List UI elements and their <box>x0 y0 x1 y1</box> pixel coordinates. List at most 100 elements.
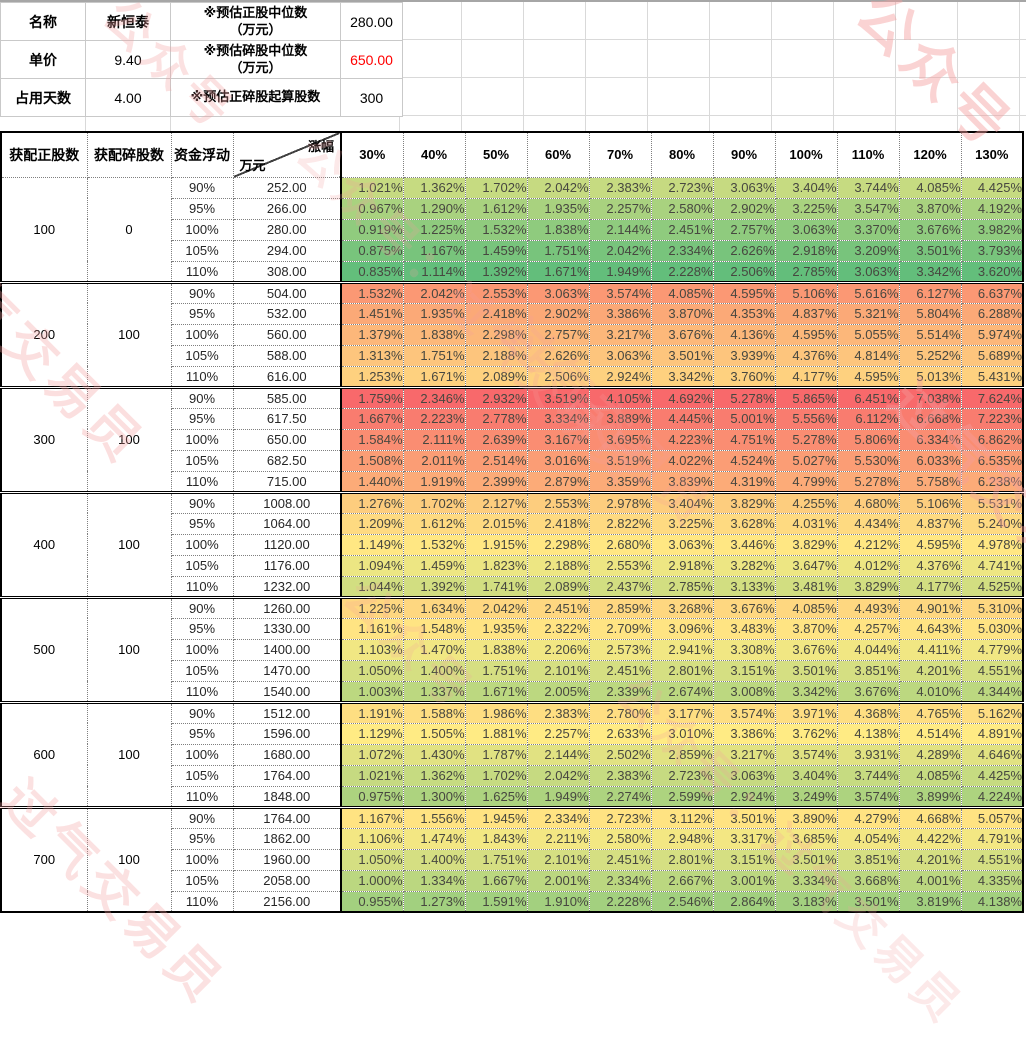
yield-cell[interactable]: 4.891% <box>960 722 1024 745</box>
col-header-gain-40%[interactable]: 40% <box>402 131 466 178</box>
yield-cell[interactable]: 1.702% <box>464 176 528 199</box>
yield-cell[interactable]: 1.612% <box>464 197 528 220</box>
yield-cell[interactable]: 6.668% <box>898 407 962 430</box>
yield-cell[interactable]: 6.112% <box>836 407 900 430</box>
yield-cell[interactable]: 3.982% <box>960 218 1024 241</box>
yield-cell[interactable]: 2.822% <box>588 512 652 535</box>
yield-cell[interactable]: 3.217% <box>712 743 776 766</box>
yield-cell[interactable]: 4.595% <box>898 533 962 556</box>
yield-cell[interactable]: 2.089% <box>464 365 528 388</box>
yield-cell[interactable]: 1.337% <box>402 680 466 703</box>
float-amount-cell[interactable]: 2058.00 <box>232 869 342 892</box>
yield-cell[interactable]: 1.149% <box>340 533 404 556</box>
yield-cell[interactable]: 0.875% <box>340 239 404 262</box>
yield-cell[interactable]: 3.676% <box>774 638 838 661</box>
yield-cell[interactable]: 2.383% <box>588 176 652 199</box>
yield-cell[interactable]: 1.209% <box>340 512 404 535</box>
yield-cell[interactable]: 3.939% <box>712 344 776 367</box>
float-pct-cell[interactable]: 95% <box>170 827 234 850</box>
float-amount-cell[interactable]: 504.00 <box>232 280 342 304</box>
yield-cell[interactable]: 2.801% <box>650 848 714 871</box>
yield-cell[interactable]: 2.111% <box>402 428 466 451</box>
yield-cell[interactable]: 1.588% <box>402 700 466 724</box>
yield-cell[interactable]: 2.580% <box>588 827 652 850</box>
yield-cell[interactable]: 3.282% <box>712 554 776 577</box>
yield-cell[interactable]: 6.862% <box>960 428 1024 451</box>
group-allocated-shares-cell[interactable]: 100 <box>0 176 88 283</box>
yield-cell[interactable]: 3.209% <box>836 239 900 262</box>
yield-cell[interactable]: 1.225% <box>340 595 404 619</box>
yield-cell[interactable]: 5.030% <box>960 617 1024 640</box>
yield-cell[interactable]: 1.945% <box>464 805 528 829</box>
yield-cell[interactable]: 1.919% <box>402 470 466 493</box>
yield-cell[interactable]: 1.751% <box>464 848 528 871</box>
group-odd-lot-shares-cell[interactable]: 100 <box>86 700 172 808</box>
yield-cell[interactable]: 2.001% <box>526 869 590 892</box>
yield-cell[interactable]: 2.346% <box>402 385 466 409</box>
yield-cell[interactable]: 3.063% <box>526 280 590 304</box>
yield-cell[interactable]: 2.599% <box>650 785 714 808</box>
float-pct-cell[interactable]: 105% <box>170 344 234 367</box>
yield-cell[interactable]: 1.667% <box>464 869 528 892</box>
yield-cell[interactable]: 3.404% <box>650 490 714 514</box>
yield-cell[interactable]: 4.136% <box>712 323 776 346</box>
yield-cell[interactable]: 3.386% <box>588 302 652 325</box>
yield-cell[interactable]: 3.334% <box>774 869 838 892</box>
yield-cell[interactable]: 4.177% <box>898 575 962 598</box>
yield-cell[interactable]: 3.519% <box>526 385 590 409</box>
yield-cell[interactable]: 2.298% <box>464 323 528 346</box>
yield-cell[interactable]: 3.685% <box>774 827 838 850</box>
yield-cell[interactable]: 2.546% <box>650 890 714 913</box>
yield-cell[interactable]: 3.931% <box>836 743 900 766</box>
yield-cell[interactable]: 1.881% <box>464 722 528 745</box>
float-amount-cell[interactable]: 1008.00 <box>232 490 342 514</box>
yield-cell[interactable]: 3.501% <box>774 848 838 871</box>
yield-cell[interactable]: 3.501% <box>650 344 714 367</box>
yield-cell[interactable]: 3.112% <box>650 805 714 829</box>
float-amount-cell[interactable]: 650.00 <box>232 428 342 451</box>
yield-cell[interactable]: 5.974% <box>960 323 1024 346</box>
yield-cell[interactable]: 2.144% <box>526 743 590 766</box>
yield-cell[interactable]: 5.431% <box>960 365 1024 388</box>
yield-cell[interactable]: 3.676% <box>650 323 714 346</box>
yield-cell[interactable]: 2.757% <box>526 323 590 346</box>
yield-cell[interactable]: 1.759% <box>340 385 404 409</box>
yield-cell[interactable]: 3.268% <box>650 595 714 619</box>
yield-cell[interactable]: 2.723% <box>650 176 714 199</box>
float-amount-cell[interactable]: 1232.00 <box>232 575 342 598</box>
yield-cell[interactable]: 4.765% <box>898 700 962 724</box>
yield-cell[interactable]: 2.879% <box>526 470 590 493</box>
yield-cell[interactable]: 2.924% <box>588 365 652 388</box>
yield-cell[interactable]: 2.859% <box>650 743 714 766</box>
float-pct-cell[interactable]: 95% <box>170 617 234 640</box>
yield-cell[interactable]: 0.919% <box>340 218 404 241</box>
yield-cell[interactable]: 2.785% <box>650 575 714 598</box>
yield-cell[interactable]: 5.162% <box>960 700 1024 724</box>
yield-cell[interactable]: 3.839% <box>650 470 714 493</box>
yield-cell[interactable]: 6.127% <box>898 280 962 304</box>
yield-cell[interactable]: 1.253% <box>340 365 404 388</box>
yield-cell[interactable]: 4.493% <box>836 595 900 619</box>
group-odd-lot-shares-cell[interactable]: 100 <box>86 280 172 388</box>
yield-cell[interactable]: 5.278% <box>774 428 838 451</box>
float-pct-cell[interactable]: 90% <box>170 700 234 724</box>
yield-cell[interactable]: 4.224% <box>960 785 1024 808</box>
yield-cell[interactable]: 6.288% <box>960 302 1024 325</box>
yield-cell[interactable]: 2.902% <box>526 302 590 325</box>
yield-cell[interactable]: 2.553% <box>464 280 528 304</box>
yield-cell[interactable]: 6.033% <box>898 449 962 472</box>
yield-cell[interactable]: 0.955% <box>340 890 404 913</box>
yield-cell[interactable]: 2.902% <box>712 197 776 220</box>
yield-cell[interactable]: 3.851% <box>836 659 900 682</box>
yield-cell[interactable]: 4.668% <box>898 805 962 829</box>
yield-cell[interactable]: 6.451% <box>836 385 900 409</box>
yield-cell[interactable]: 1.400% <box>402 848 466 871</box>
yield-cell[interactable]: 1.161% <box>340 617 404 640</box>
yield-cell[interactable]: 3.133% <box>712 575 776 598</box>
yield-cell[interactable]: 5.027% <box>774 449 838 472</box>
yield-cell[interactable]: 3.008% <box>712 680 776 703</box>
float-pct-cell[interactable]: 100% <box>170 323 234 346</box>
yield-cell[interactable]: 3.151% <box>712 848 776 871</box>
yield-cell[interactable]: 2.042% <box>588 239 652 262</box>
float-amount-cell[interactable]: 1512.00 <box>232 700 342 724</box>
